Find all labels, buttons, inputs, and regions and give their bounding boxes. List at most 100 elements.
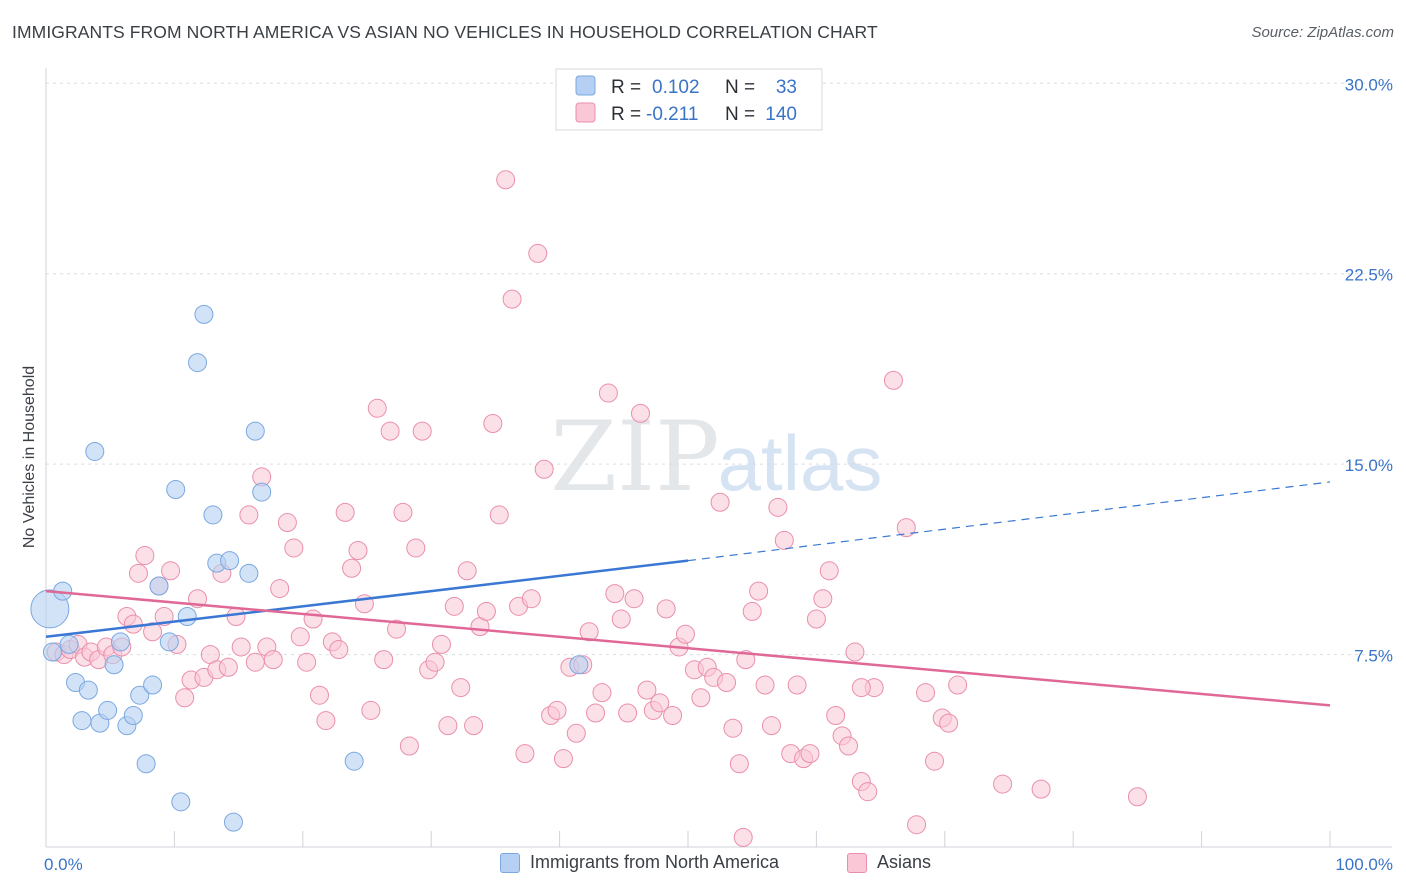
point-asians-68 <box>489 505 509 525</box>
legend-n-label-2: N = <box>725 104 755 125</box>
point-asians-37 <box>290 627 310 647</box>
point-asians-48 <box>361 700 381 720</box>
point-asians-117 <box>806 609 826 629</box>
point-asians-106 <box>736 650 756 670</box>
point-asians-46 <box>348 540 368 560</box>
trend-line-immigrants <box>45 559 689 639</box>
point-asians-122 <box>839 736 858 756</box>
point-asians-27 <box>226 606 246 626</box>
point-asians-61 <box>444 596 464 616</box>
legend-n-value-1: 33 <box>776 77 797 98</box>
point-immigrants-15 <box>136 754 156 774</box>
point-asians-89 <box>624 589 644 609</box>
point-asians-88 <box>618 703 638 723</box>
point-asians-136 <box>1031 779 1051 799</box>
point-immigrants-30 <box>252 482 272 502</box>
point-immigrants-24 <box>203 505 223 525</box>
legend-r-value-1: 0.102 <box>652 77 700 98</box>
point-asians-43 <box>329 639 349 659</box>
point-asians-135 <box>993 774 1013 794</box>
point-asians-49 <box>367 398 387 418</box>
point-asians-82 <box>579 622 599 642</box>
point-asians-75 <box>534 459 554 479</box>
point-asians-44 <box>335 502 355 522</box>
point-asians-51 <box>380 421 400 441</box>
point-immigrants-27 <box>223 812 243 832</box>
point-asians-45 <box>342 558 362 578</box>
point-asians-77 <box>547 700 567 720</box>
bottom-legend-swatch-blue <box>500 852 520 873</box>
point-asians-14 <box>143 622 163 642</box>
watermark-atlas: atlas <box>718 419 883 507</box>
point-asians-35 <box>277 513 297 533</box>
point-asians-50 <box>374 650 394 670</box>
point-asians-87 <box>611 609 631 629</box>
point-immigrants-6 <box>78 680 98 700</box>
point-asians-11 <box>123 614 143 634</box>
point-asians-34 <box>270 579 290 599</box>
point-asians-90 <box>630 403 650 423</box>
point-immigrants-18 <box>159 632 179 652</box>
point-asians-73 <box>521 589 541 609</box>
point-asians-104 <box>723 718 743 738</box>
point-asians-84 <box>592 683 612 703</box>
point-asians-102 <box>710 492 730 512</box>
point-asians-134 <box>948 675 968 695</box>
y-tick-label-3: 30.0% <box>1345 75 1393 94</box>
point-asians-52 <box>387 619 407 639</box>
point-asians-29 <box>239 505 259 525</box>
axes <box>45 68 1392 848</box>
point-asians-95 <box>663 706 683 726</box>
point-asians-138 <box>733 827 753 847</box>
point-asians-120 <box>826 706 846 726</box>
trend-line-immigrants-extension <box>687 481 1331 562</box>
point-asians-36 <box>284 538 304 558</box>
point-asians-130 <box>916 683 936 703</box>
point-asians-67 <box>483 414 503 434</box>
point-immigrants-1 <box>42 642 62 662</box>
point-asians-30 <box>245 652 265 672</box>
point-immigrants-14 <box>130 685 150 705</box>
point-immigrants-7 <box>85 441 105 461</box>
point-immigrants-16 <box>143 675 163 695</box>
point-asians-56 <box>412 421 432 441</box>
point-asians-66 <box>476 601 496 621</box>
point-asians-116 <box>800 744 820 764</box>
bottom-legend-item-asians: Asians <box>847 852 931 873</box>
bottom-legend-swatch-pink <box>847 852 867 873</box>
point-asians-12 <box>128 563 148 583</box>
point-asians-64 <box>464 716 484 736</box>
y-tick-labels: 7.5% 15.0% 22.5% 30.0% <box>1345 75 1393 665</box>
chart-title: IMMIGRANTS FROM NORTH AMERICA VS ASIAN N… <box>12 22 878 42</box>
bottom-legend-item-immigrants: Immigrants from North America <box>500 852 779 873</box>
point-immigrants-29 <box>245 421 265 441</box>
point-asians-60 <box>438 716 458 736</box>
point-asians-85 <box>598 383 618 403</box>
point-asians-19 <box>175 688 195 708</box>
point-immigrants-11 <box>110 632 130 652</box>
point-asians-53 <box>393 502 413 522</box>
y-tick-label-2: 22.5% <box>1345 266 1393 285</box>
point-asians-78 <box>553 749 573 769</box>
point-asians-114 <box>787 675 807 695</box>
point-asians-118 <box>813 589 833 609</box>
point-asians-80 <box>566 723 586 743</box>
point-asians-70 <box>502 289 522 309</box>
point-asians-123 <box>845 642 865 662</box>
point-immigrants-26 <box>220 551 240 571</box>
point-immigrants-5 <box>72 711 92 731</box>
point-asians-109 <box>755 675 775 695</box>
point-immigrants-9 <box>98 700 118 720</box>
y-axis-label: No Vehicles in Household <box>21 366 38 548</box>
y-tick-label-0: 7.5% <box>1354 647 1393 666</box>
point-asians-62 <box>451 678 471 698</box>
point-asians-38 <box>297 652 317 672</box>
point-asians-28 <box>231 637 251 657</box>
legend-r-label-1: R = <box>611 77 641 98</box>
point-asians-39 <box>303 609 323 629</box>
bottom-legend-label-asians: Asians <box>877 852 932 872</box>
point-asians-105 <box>729 754 749 774</box>
point-asians-99 <box>691 688 711 708</box>
trend-line-asians <box>45 589 1331 707</box>
point-asians-108 <box>749 581 769 601</box>
